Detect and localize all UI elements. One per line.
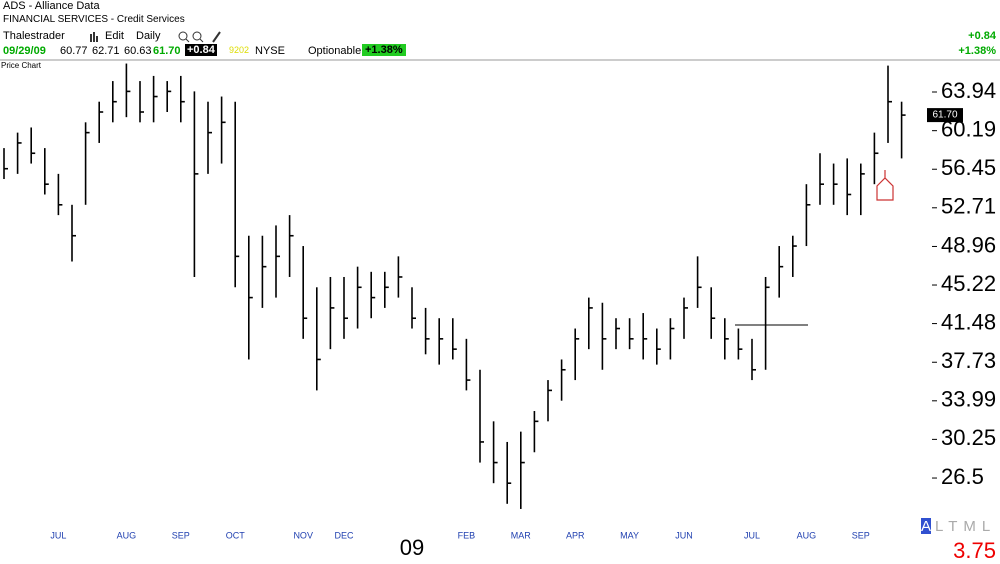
period-menu[interactable]: Daily (136, 30, 161, 42)
symbol: ADS - Alliance Data (3, 0, 100, 12)
x-tick-label: FEB (458, 530, 476, 540)
y-tick-label: 56.45 (941, 155, 996, 180)
optionable: Optionable (308, 45, 362, 57)
quote-pct: +1.38% (362, 44, 406, 56)
corner-highlight (921, 518, 931, 534)
x-tick-label: DEC (334, 530, 354, 540)
corner-letter[interactable]: A (921, 518, 931, 535)
x-tick-label: AUG (797, 530, 817, 540)
corner-rest: LTML (935, 518, 996, 535)
quote-change: +0.84 (185, 44, 217, 56)
industry: FINANCIAL SERVICES - Credit Services (3, 14, 185, 25)
x-tick-label: AUG (117, 530, 137, 540)
x-tick-label: NOV (293, 530, 313, 540)
user-menu[interactable]: Thalestrader (3, 30, 65, 42)
y-tick-label: 52.71 (941, 194, 996, 219)
x-tick-label: JUN (675, 530, 693, 540)
y-tick-label: 26.5 (941, 464, 984, 489)
x-tick-label: APR (566, 530, 585, 540)
last-price-label: 61.70 (932, 110, 957, 121)
x-tick-label: SEP (852, 530, 870, 540)
quote-high: 62.71 (92, 45, 120, 57)
quote-last: 61.70 (153, 45, 181, 57)
last-price-badge (927, 108, 963, 123)
quote-date: 09/29/09 (3, 45, 46, 57)
y-tick-label: 30.25 (941, 425, 996, 450)
panel-title: Price Chart (1, 61, 42, 70)
alert-icon (876, 170, 894, 201)
edit-button[interactable]: Edit (105, 30, 124, 42)
right-pct: +1.38% (958, 45, 996, 57)
y-tick-label: 63.94 (941, 78, 996, 103)
y-tick-label: 45.22 (941, 271, 996, 296)
right-change: +0.84 (968, 30, 996, 42)
y-tick-label: 48.96 (941, 232, 996, 257)
y-tick-label: 37.73 (941, 348, 996, 373)
quote-exchange: NYSE (255, 45, 285, 57)
y-tick-label: 41.48 (941, 309, 996, 334)
y-tick-label: 33.99 (941, 387, 996, 412)
x-tick-label: SEP (172, 530, 190, 540)
x-tick-label: 09 (400, 535, 424, 560)
quote-open: 60.77 (60, 45, 88, 57)
x-tick-label: JUL (50, 530, 66, 540)
x-tick-label: MAY (620, 530, 639, 540)
x-tick-label: JUL (744, 530, 760, 540)
toolbar-icons (90, 31, 221, 43)
quote-volume: 9202 (229, 45, 250, 55)
x-tick-label: MAR (511, 530, 532, 540)
quote-low: 60.63 (124, 45, 152, 57)
x-tick-label: OCT (226, 530, 246, 540)
corner-value: 3.75 (953, 538, 996, 563)
